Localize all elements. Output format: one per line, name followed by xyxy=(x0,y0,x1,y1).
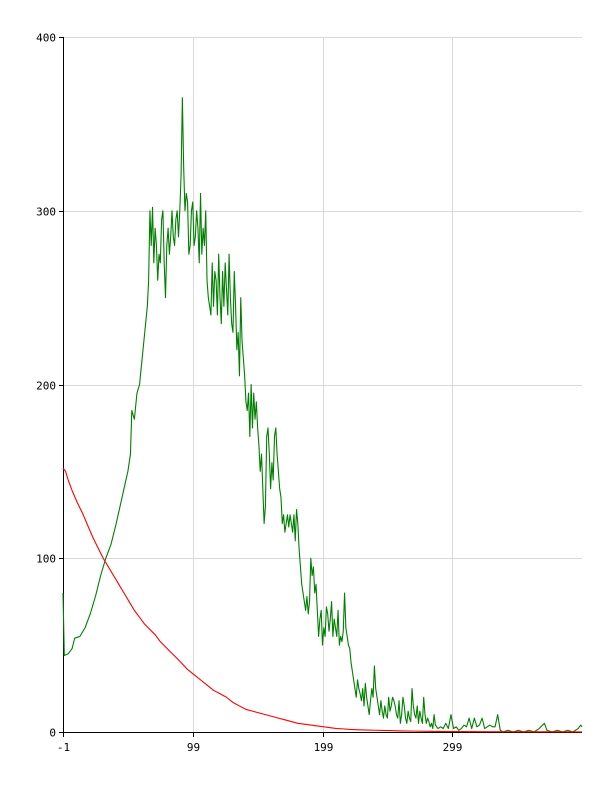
series-line-0 xyxy=(62,97,583,733)
x-tick-label-0: -1 xyxy=(57,741,70,754)
tick-labels: 0 100 200 300 400 -1 99 199 299 xyxy=(36,32,462,755)
series-lines xyxy=(62,97,583,733)
y-tick-label-2: 200 xyxy=(36,380,56,393)
x-tick-label-2: 199 xyxy=(314,741,334,754)
series-line-1 xyxy=(62,467,583,733)
grid-lines xyxy=(63,37,582,733)
y-tick-label-4: 400 xyxy=(36,32,56,45)
y-tick-label-3: 300 xyxy=(36,206,56,219)
y-tick-label-1: 100 xyxy=(36,553,56,566)
y-tick-label-0: 0 xyxy=(49,727,56,740)
x-tick-label-3: 299 xyxy=(443,741,463,754)
x-tick-label-1: 99 xyxy=(187,741,200,754)
axes xyxy=(59,37,582,737)
